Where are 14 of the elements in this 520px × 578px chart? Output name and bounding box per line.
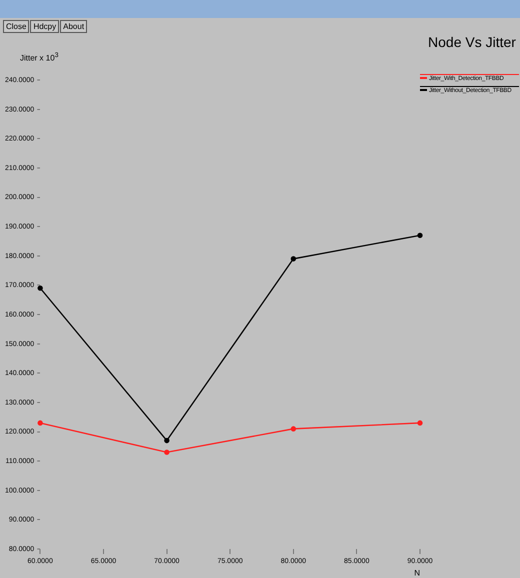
y-axis-title: Jitter x 10$^{3}$ (20, 52, 58, 63)
point (290, 256, 296, 262)
text: Close (3, 20, 30, 33)
text: Hdcpy (30, 20, 60, 33)
point (290, 426, 296, 432)
point (164, 438, 170, 444)
point (417, 232, 423, 238)
point (417, 420, 423, 426)
text: Node Vs Jitter (427, 34, 517, 50)
text: About (60, 20, 88, 33)
point (38, 285, 43, 291)
point (38, 420, 43, 426)
x-axis-title: N (414, 568, 420, 578)
point (164, 450, 170, 455)
